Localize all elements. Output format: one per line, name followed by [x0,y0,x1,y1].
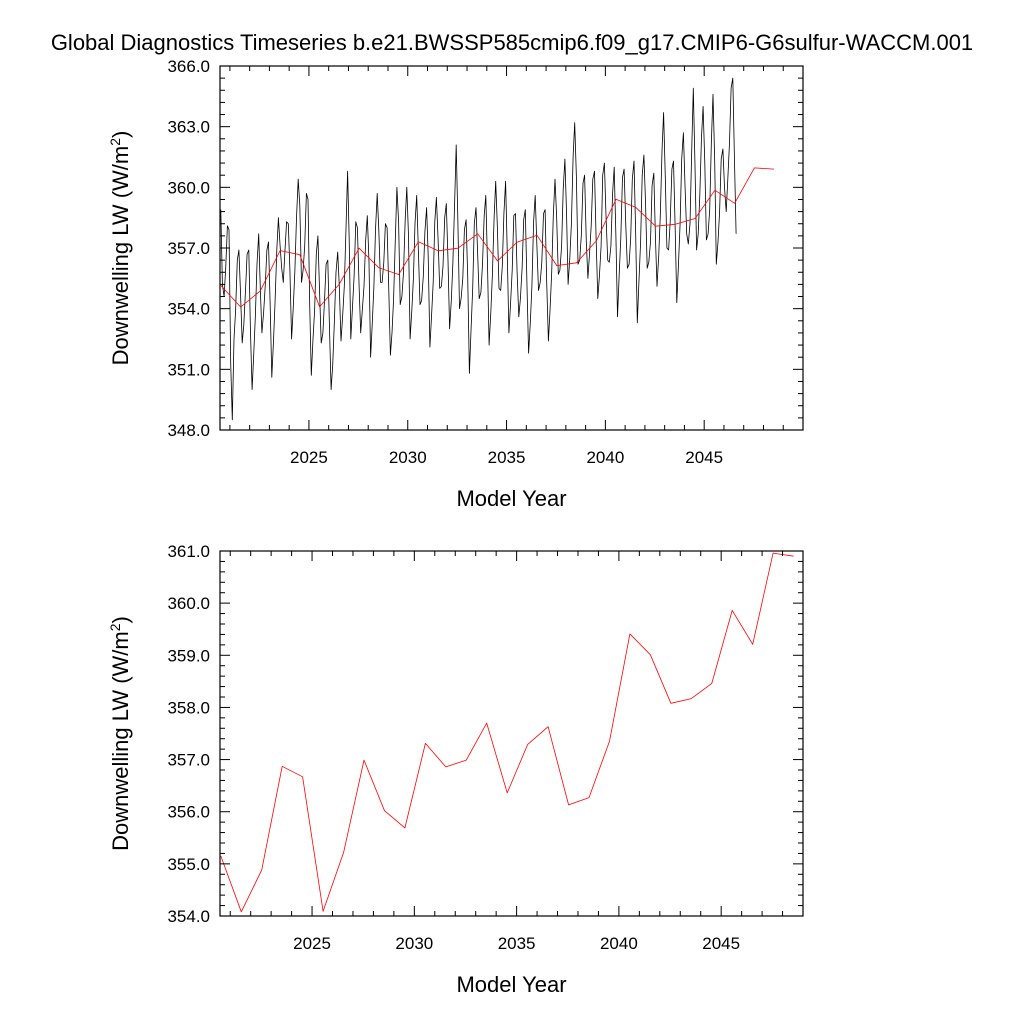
top-x-tick-label: 2040 [586,448,624,467]
bottom-x-tick-label: 2030 [395,934,433,953]
bottom-series-line-0 [220,552,794,913]
top-y-tick-label: 348.0 [167,421,210,440]
bottom-x-axis-label: Model Year [456,972,566,997]
top-y-tick-label: 354.0 [167,300,210,319]
bottom-plot-frame [219,550,804,917]
bottom-y-axis-label-superscript: 2 [107,623,123,631]
top-series-layer [220,77,775,421]
bottom-panel: 2025 2030 2035 2040 2045 354.0 355.0 356.0 357.0… [107,542,804,997]
bottom-y-tick-label: 354.0 [167,907,210,926]
top-x-tick-label: 2045 [685,448,723,467]
bottom-x-tick-label: 2035 [498,934,536,953]
bottom-x-tick-label: 2045 [702,934,740,953]
top-y-axis-label: Downwelling LW (W/m2) [107,131,133,366]
bottom-series-layer [220,552,794,913]
bottom-x-tick-label: 2040 [600,934,638,953]
top-y-tick-label: 363.0 [167,118,210,137]
bottom-y-tick-label: 359.0 [167,646,210,665]
top-y-axis-label-superscript: 2 [107,138,123,146]
top-x-axis-label: Model Year [456,486,566,511]
bottom-y-tick-label: 360.0 [167,594,210,613]
chart-title: Global Diagnostics Timeseries b.e21.BWSS… [51,30,973,55]
bottom-y-tick-label: 358.0 [167,698,210,717]
bottom-y-tick-label: 355.0 [167,855,210,874]
top-x-tick-label: 2030 [389,448,427,467]
bottom-y-axis-label: Downwelling LW (W/m2) [107,616,133,851]
bottom-tick-layer: 2025 2030 2035 2040 2045 354.0 355.0 356.0 357.0… [167,542,804,953]
top-y-tick-label: 351.0 [167,360,210,379]
top-series-line-0 [220,77,737,421]
top-x-tick-label: 2025 [290,448,328,467]
top-y-tick-label: 357.0 [167,239,210,258]
top-y-tick-label: 360.0 [167,178,210,197]
top-tick-layer: 2025 2030 2035 2040 2045 348.0 351.0 354.0 357.0… [167,57,804,467]
top-x-tick-label: 2035 [488,448,526,467]
bottom-x-tick-label: 2025 [293,934,331,953]
top-y-axis-label-close: ) [108,131,133,138]
top-series-line-1 [220,167,775,308]
top-y-tick-label: 366.0 [167,57,210,76]
bottom-y-axis-label-close: ) [108,616,133,623]
bottom-y-tick-label: 356.0 [167,803,210,822]
bottom-y-tick-label: 357.0 [167,751,210,770]
top-y-axis-label-main: Downwelling LW (W/m [108,146,133,366]
bottom-y-axis-label-main: Downwelling LW (W/m [108,631,133,851]
bottom-y-tick-label: 361.0 [167,542,210,561]
top-plot-frame [219,65,804,431]
top-panel: 2025 2030 2035 2040 2045 348.0 351.0 354.0 357.0… [107,57,804,511]
